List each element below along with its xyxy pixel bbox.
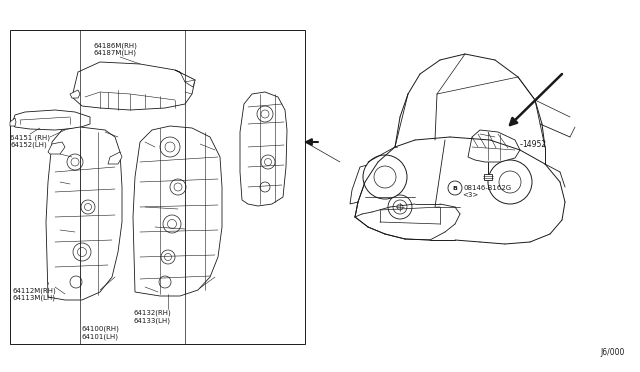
Polygon shape <box>133 126 222 296</box>
Text: 64186M(RH)
64187M(LH): 64186M(RH) 64187M(LH) <box>93 42 137 56</box>
Polygon shape <box>46 127 122 300</box>
Circle shape <box>264 158 271 166</box>
Text: <3>: <3> <box>462 192 478 198</box>
Polygon shape <box>10 118 16 126</box>
Circle shape <box>174 183 182 191</box>
Polygon shape <box>12 110 90 130</box>
Bar <box>10 30 305 344</box>
Text: 64132(RH)
64133(LH): 64132(RH) 64133(LH) <box>133 310 171 324</box>
Circle shape <box>70 276 82 288</box>
Circle shape <box>388 195 412 219</box>
Circle shape <box>163 215 181 233</box>
Circle shape <box>363 155 407 199</box>
Text: B: B <box>452 186 458 190</box>
Circle shape <box>499 171 521 193</box>
Circle shape <box>67 154 83 170</box>
Text: J6/000: J6/000 <box>600 348 625 357</box>
Circle shape <box>71 158 79 166</box>
Circle shape <box>160 137 180 157</box>
Circle shape <box>84 203 92 211</box>
Circle shape <box>159 276 171 288</box>
Circle shape <box>164 253 172 260</box>
Circle shape <box>261 110 269 118</box>
Circle shape <box>448 181 462 195</box>
Polygon shape <box>48 142 65 154</box>
Polygon shape <box>175 70 195 87</box>
Polygon shape <box>70 90 80 98</box>
Text: 64112M(RH)
64113M(LH): 64112M(RH) 64113M(LH) <box>12 287 56 301</box>
Circle shape <box>161 250 175 264</box>
Circle shape <box>257 106 273 122</box>
Circle shape <box>397 204 403 210</box>
Text: 64100(RH)
64101(LH): 64100(RH) 64101(LH) <box>81 326 119 340</box>
Polygon shape <box>240 92 287 206</box>
Circle shape <box>168 219 177 228</box>
Text: 64151 (RH)
64152(LH): 64151 (RH) 64152(LH) <box>10 134 50 148</box>
Circle shape <box>77 247 86 257</box>
Polygon shape <box>350 162 378 204</box>
Circle shape <box>170 179 186 195</box>
Polygon shape <box>108 152 122 164</box>
Circle shape <box>261 155 275 169</box>
Circle shape <box>488 160 532 204</box>
Circle shape <box>165 142 175 152</box>
Text: 14952: 14952 <box>522 140 546 148</box>
Circle shape <box>81 200 95 214</box>
Polygon shape <box>72 62 195 110</box>
Polygon shape <box>468 130 520 162</box>
Circle shape <box>393 200 407 214</box>
Circle shape <box>73 243 91 261</box>
Circle shape <box>260 182 270 192</box>
Polygon shape <box>484 174 492 180</box>
Circle shape <box>374 166 396 188</box>
Text: 08146-B162G: 08146-B162G <box>464 185 512 191</box>
